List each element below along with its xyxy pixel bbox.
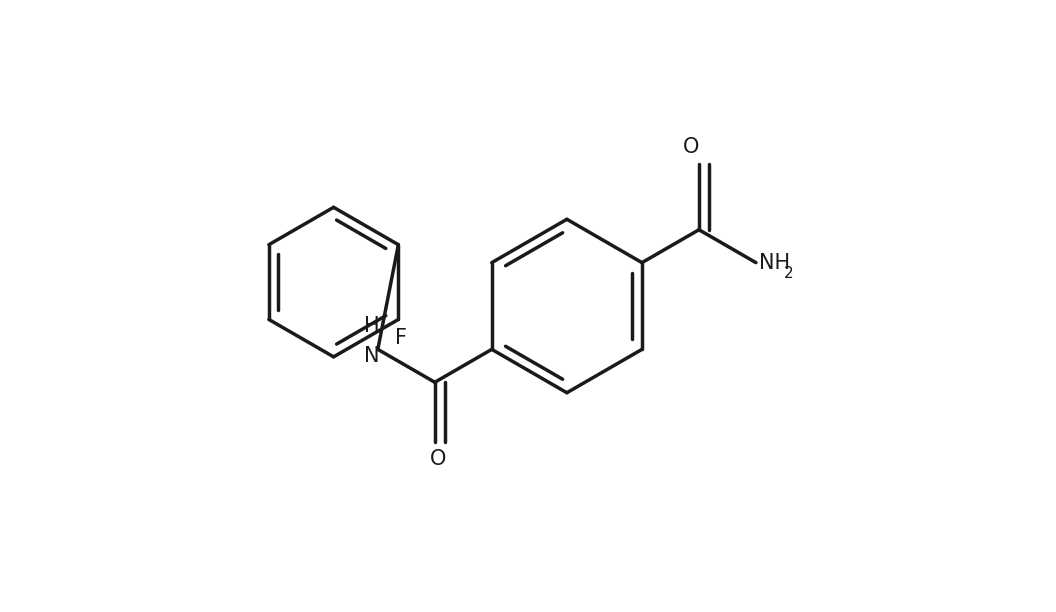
Text: H: H xyxy=(364,316,380,336)
Text: N: N xyxy=(364,346,379,367)
Text: O: O xyxy=(683,136,699,157)
Text: O: O xyxy=(430,449,446,469)
Text: 2: 2 xyxy=(784,266,794,281)
Text: F: F xyxy=(395,329,408,348)
Text: NH: NH xyxy=(759,253,790,272)
